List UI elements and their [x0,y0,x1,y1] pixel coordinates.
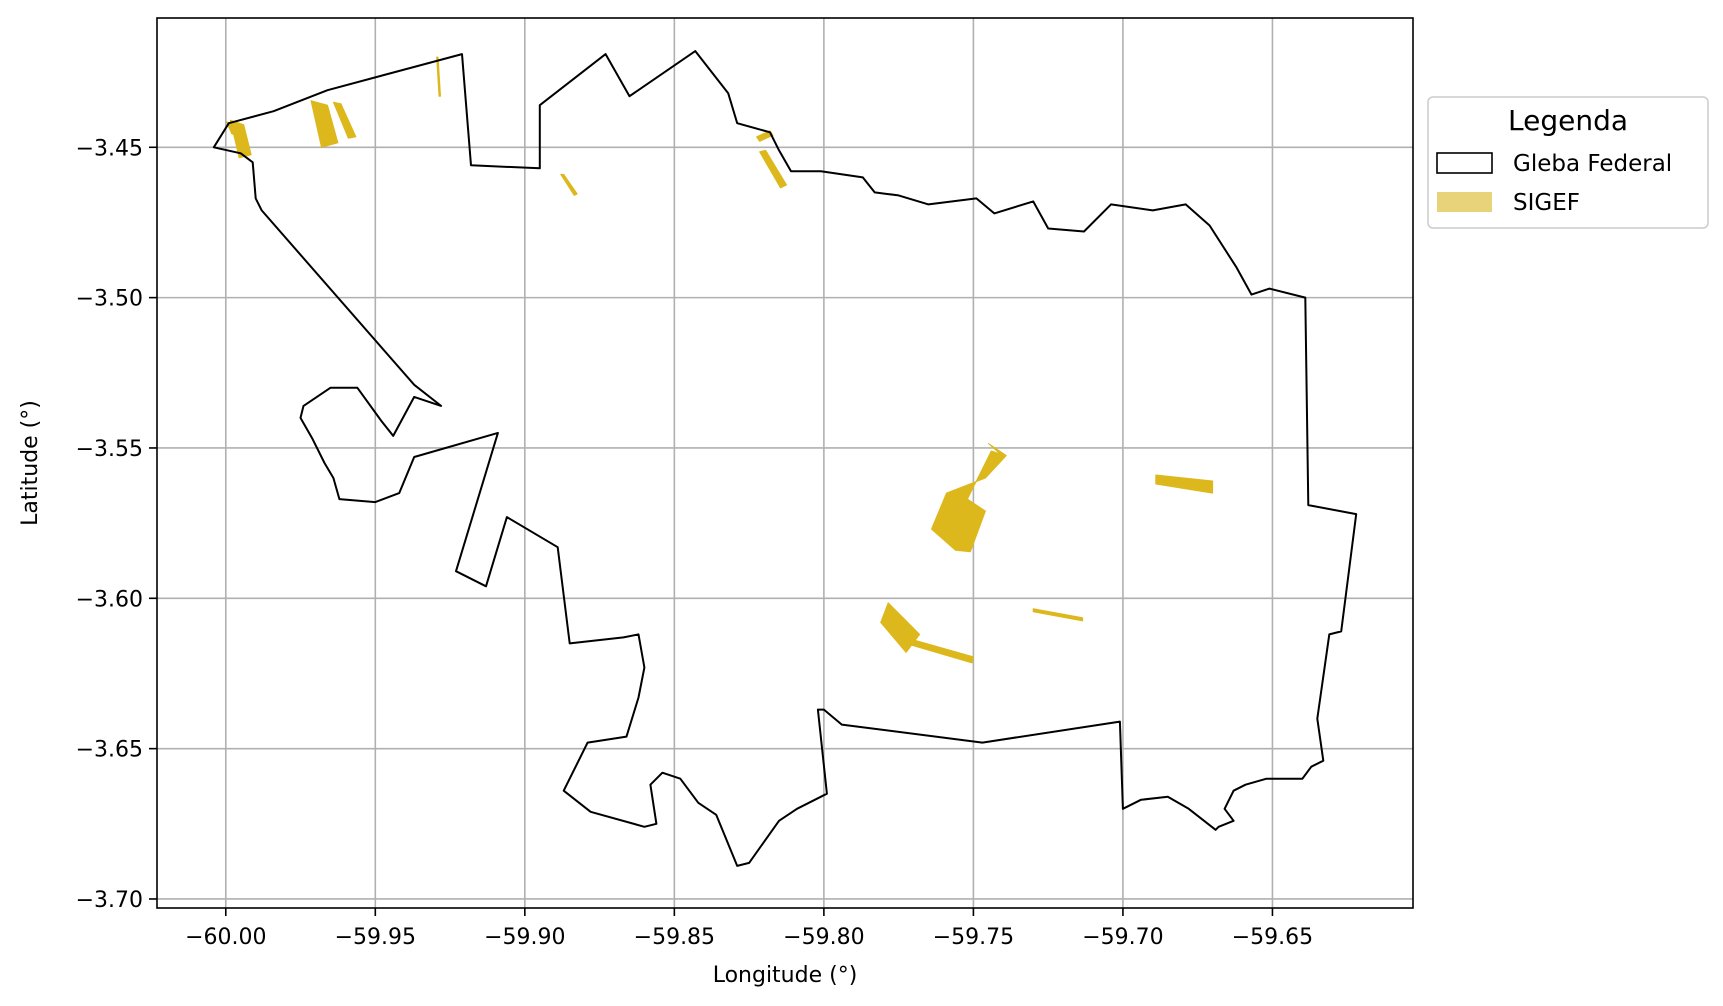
x-tick-label: −59.65 [1232,925,1313,950]
x-tick-label: −59.80 [783,925,864,950]
x-tick-label: −60.00 [185,925,266,950]
x-tick-label: −59.85 [634,925,715,950]
legend-item-sigef: SIGEF [1513,190,1580,216]
y-tick-label: −3.45 [76,136,143,161]
legend-item-gleba-federal: Gleba Federal [1513,151,1672,177]
y-tick-label: −3.70 [76,888,143,913]
legend-boundary-swatch [1437,153,1492,173]
legend: Legenda Gleba Federal SIGEF [1428,97,1708,228]
x-tick-label: −59.95 [335,925,416,950]
x-tick-label: −59.75 [933,925,1014,950]
legend-sigef-swatch [1437,192,1492,212]
x-tick-label: −59.90 [484,925,565,950]
y-tick-label: −3.60 [76,587,143,612]
x-tick-label: −59.70 [1082,925,1163,950]
y-tick-label: −3.50 [76,287,143,312]
y-tick-label: −3.65 [76,738,143,763]
x-axis-label: Longitude (°) [713,963,858,988]
legend-title: Legenda [1508,104,1628,137]
y-tick-label: −3.55 [76,437,143,462]
y-axis-label: Latitude (°) [18,400,43,526]
